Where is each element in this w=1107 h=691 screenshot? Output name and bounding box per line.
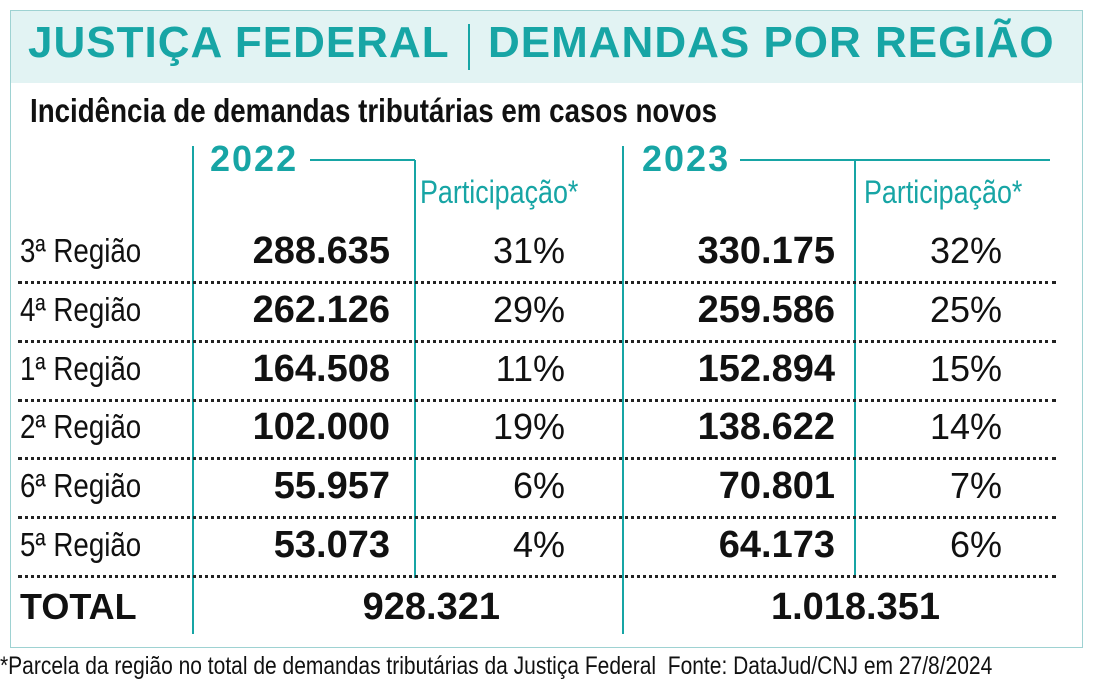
region-label: 5ª Região — [20, 526, 142, 563]
row-separator — [18, 457, 1056, 461]
region-label: 2ª Região — [20, 408, 142, 446]
subtitle: Incidência de demandas tributárias em ca… — [30, 92, 718, 129]
total-label: TOTAL — [20, 586, 137, 627]
share-2023: 32% — [929, 230, 1002, 271]
share-2022: 4% — [512, 524, 565, 565]
region-label: 3ª Região — [20, 232, 142, 269]
share-2023: 25% — [929, 288, 1002, 330]
total-value: 928.321 — [362, 586, 500, 628]
share-2022: 11% — [495, 347, 565, 389]
divider — [622, 146, 624, 634]
cases-2023: 138.622 — [697, 406, 835, 449]
header-rule — [740, 159, 1050, 161]
divider — [414, 160, 416, 578]
frame — [10, 10, 1083, 648]
region-label: 1ª Região — [20, 349, 142, 387]
region-label: 4ª Região — [20, 290, 142, 328]
cases-2022: 288.635 — [252, 230, 390, 272]
share-2023: 6% — [949, 524, 1002, 565]
header-rule — [310, 159, 415, 161]
year-header: 2023 — [642, 138, 731, 179]
row-separator — [18, 575, 1056, 578]
cases-2023: 259.586 — [697, 288, 835, 331]
cases-2022: 262.126 — [252, 288, 390, 331]
share-2022: 6% — [512, 465, 565, 507]
row-separator — [18, 281, 1056, 284]
header-band — [11, 11, 1082, 83]
share-2022: 19% — [492, 406, 565, 448]
row-separator — [18, 516, 1056, 520]
total-value: 1.018.351 — [770, 586, 940, 628]
cases-2022: 164.508 — [252, 347, 390, 390]
footer: *Parcela da região no total de demandas … — [0, 652, 992, 681]
cases-2023: 64.173 — [718, 524, 835, 566]
footnote: *Parcela da região no total de demandas … — [0, 652, 657, 680]
cases-2023: 70.801 — [718, 465, 835, 508]
title-left: JUSTIÇA FEDERAL — [28, 18, 450, 67]
share-2023: 14% — [929, 406, 1002, 448]
cases-2023: 330.175 — [697, 230, 835, 272]
row-separator — [18, 398, 1056, 402]
year-header: 2022 — [210, 138, 299, 179]
share-2022: 29% — [492, 288, 565, 330]
row-separator — [18, 339, 1056, 343]
source: Fonte: DataJud/CNJ em 27/8/2024 — [667, 652, 993, 680]
cases-2022: 55.957 — [273, 465, 390, 508]
divider — [192, 146, 194, 634]
share-2023: 7% — [949, 465, 1002, 507]
divider — [854, 160, 856, 578]
cases-2023: 152.894 — [697, 347, 835, 390]
region-label: 6ª Região — [20, 467, 142, 505]
share-header: Participação* — [420, 174, 579, 210]
title-separator — [468, 24, 470, 70]
share-2023: 15% — [929, 347, 1002, 389]
share-header: Participação* — [864, 174, 1023, 210]
cases-2022: 102.000 — [252, 406, 390, 449]
title-right: DEMANDAS POR REGIÃO — [488, 18, 1055, 67]
share-2022: 31% — [492, 230, 565, 271]
cases-2022: 53.073 — [273, 524, 390, 566]
